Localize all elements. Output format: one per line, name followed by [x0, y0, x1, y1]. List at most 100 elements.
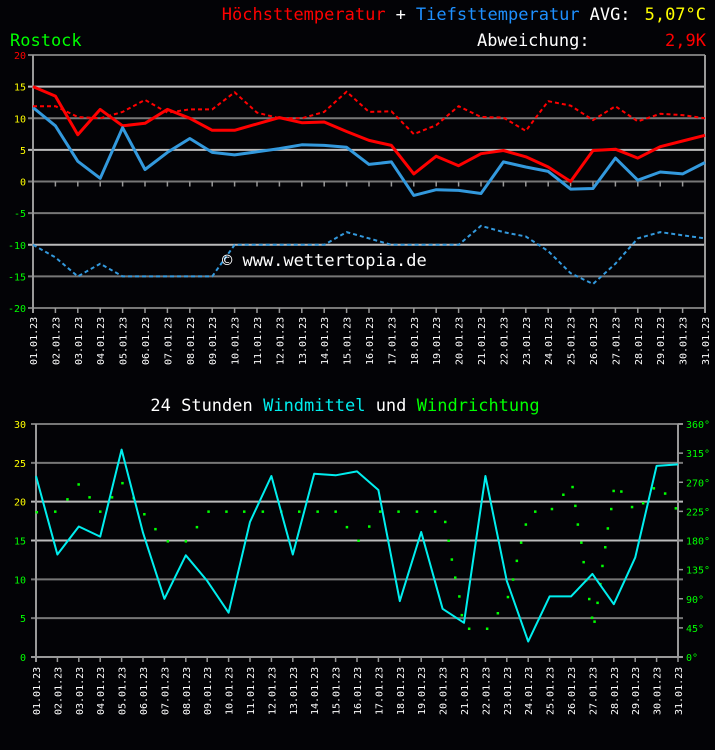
- y-tick-label: 15: [14, 83, 26, 94]
- y-tick-label: -5: [14, 209, 26, 220]
- date-label: 19.01.23: [417, 667, 428, 715]
- date-label: 18.01.23: [410, 317, 421, 365]
- deviation-value: 2,9K: [665, 31, 707, 51]
- date-label: 24.01.23: [544, 317, 555, 365]
- date-label: 29.01.23: [631, 667, 642, 715]
- wind-direction-dot: [571, 485, 574, 489]
- wind-direction-dot: [207, 510, 210, 513]
- y-tick-label: -10: [8, 241, 26, 252]
- wind-direction-dot: [88, 496, 91, 499]
- wind-direction-dot: [519, 541, 523, 544]
- wind-direction-dot: [378, 510, 382, 513]
- avg-label: AVG:: [590, 5, 631, 25]
- y-tick-label: 20: [14, 51, 26, 62]
- date-label: 03.01.23: [75, 667, 86, 715]
- wind-direction-dot: [604, 546, 607, 549]
- wind-direction-dot: [593, 620, 596, 623]
- date-label: 23.01.23: [522, 317, 533, 365]
- wind-direction-dot: [345, 525, 349, 529]
- date-label: 02.01.23: [51, 317, 62, 365]
- y-tick-label: 10: [14, 114, 26, 125]
- y2-tick-label: 0°: [686, 653, 698, 664]
- date-label: 02.01.23: [53, 667, 64, 715]
- wind-direction-dot: [110, 496, 114, 499]
- wind-direction-dot: [562, 493, 565, 496]
- date-label: 16.01.23: [365, 317, 376, 365]
- wind-direction-dot: [606, 527, 610, 530]
- date-label: 15.01.23: [332, 667, 343, 715]
- date-label: 20.01.23: [439, 667, 450, 715]
- wind-direction-dot: [444, 520, 447, 524]
- wind-direction-dot: [601, 564, 604, 568]
- date-label: 11.01.23: [253, 317, 264, 365]
- date-label: 09.01.23: [203, 667, 214, 715]
- wind-direction-dot: [582, 560, 585, 564]
- wind-direction-dot: [261, 510, 265, 513]
- date-label: 01.01.23: [29, 317, 40, 365]
- y2-tick-label: 315°: [686, 449, 710, 460]
- title-max-temp: Höchsttemperatur: [222, 5, 386, 25]
- wind-direction-dot: [576, 523, 580, 526]
- date-label: 08.01.23: [186, 317, 197, 365]
- wind-direction-dot: [550, 507, 554, 511]
- wind-direction-dot: [298, 510, 301, 513]
- wind-direction-dot: [225, 510, 228, 513]
- date-label: 07.01.23: [160, 667, 171, 715]
- max-temp-line: [32, 85, 706, 183]
- wind-direction-dot: [534, 510, 537, 513]
- y-tick-label: 15: [14, 537, 26, 548]
- date-label: 13.01.23: [298, 317, 309, 365]
- y2-tick-label: 270°: [686, 478, 710, 489]
- wind-direction-dot: [574, 504, 577, 508]
- date-label: 15.01.23: [343, 317, 354, 365]
- wind-direction-dot: [243, 510, 246, 513]
- wind-direction-dot: [54, 510, 57, 513]
- wind-direction-dot: [143, 513, 146, 516]
- wind-direction-dot: [316, 510, 319, 513]
- y-tick-label: 10: [14, 575, 26, 586]
- wind-direction-dot: [99, 510, 102, 513]
- avg-value: 5,07°C: [645, 5, 706, 25]
- date-label: 22.01.23: [481, 667, 492, 715]
- wind-direction-dot: [154, 527, 157, 531]
- date-label: 14.01.23: [310, 667, 321, 715]
- wind-direction-dot: [588, 597, 591, 601]
- wind-direction-dot: [652, 487, 656, 490]
- wind-direction-dot: [612, 489, 615, 493]
- wind-direction-dot: [610, 507, 613, 511]
- y-tick-label: 5: [20, 614, 26, 625]
- title-plus: +: [396, 5, 406, 25]
- wind-direction-dot: [524, 523, 528, 526]
- wind-direction-dot: [506, 595, 510, 599]
- date-label: 01.01.23: [32, 667, 43, 715]
- date-label: 11.01.23: [246, 667, 257, 715]
- wind-direction-dot: [454, 576, 457, 579]
- date-label: 28.01.23: [634, 317, 645, 365]
- date-label: 06.01.23: [141, 317, 152, 365]
- date-label: 14.01.23: [320, 317, 331, 365]
- min-temp-line: [32, 106, 706, 197]
- wind-direction-dot: [166, 540, 170, 543]
- date-label: 31.01.23: [674, 667, 685, 715]
- date-label: 13.01.23: [289, 667, 300, 715]
- y2-tick-label: 225°: [686, 507, 710, 518]
- wind-direction-dot: [511, 578, 515, 581]
- wind-title-part-3: und: [376, 396, 407, 416]
- date-label: 03.01.23: [74, 317, 85, 365]
- date-label: 31.01.23: [701, 317, 712, 365]
- wind-direction-dot: [630, 505, 634, 509]
- wind-direction-dot: [77, 483, 80, 486]
- wind-direction-dot: [368, 525, 371, 528]
- date-label: 30.01.23: [653, 667, 664, 715]
- date-label: 27.01.23: [588, 667, 599, 715]
- y-tick-label: -20: [8, 304, 26, 315]
- date-label: 27.01.23: [611, 317, 622, 365]
- date-label: 28.01.23: [610, 667, 621, 715]
- date-label: 09.01.23: [208, 317, 219, 365]
- date-label: 10.01.23: [225, 667, 236, 715]
- wind-direction-dot: [485, 627, 489, 630]
- y-tick-label: 25: [14, 459, 26, 470]
- wind-direction-dot: [515, 559, 519, 563]
